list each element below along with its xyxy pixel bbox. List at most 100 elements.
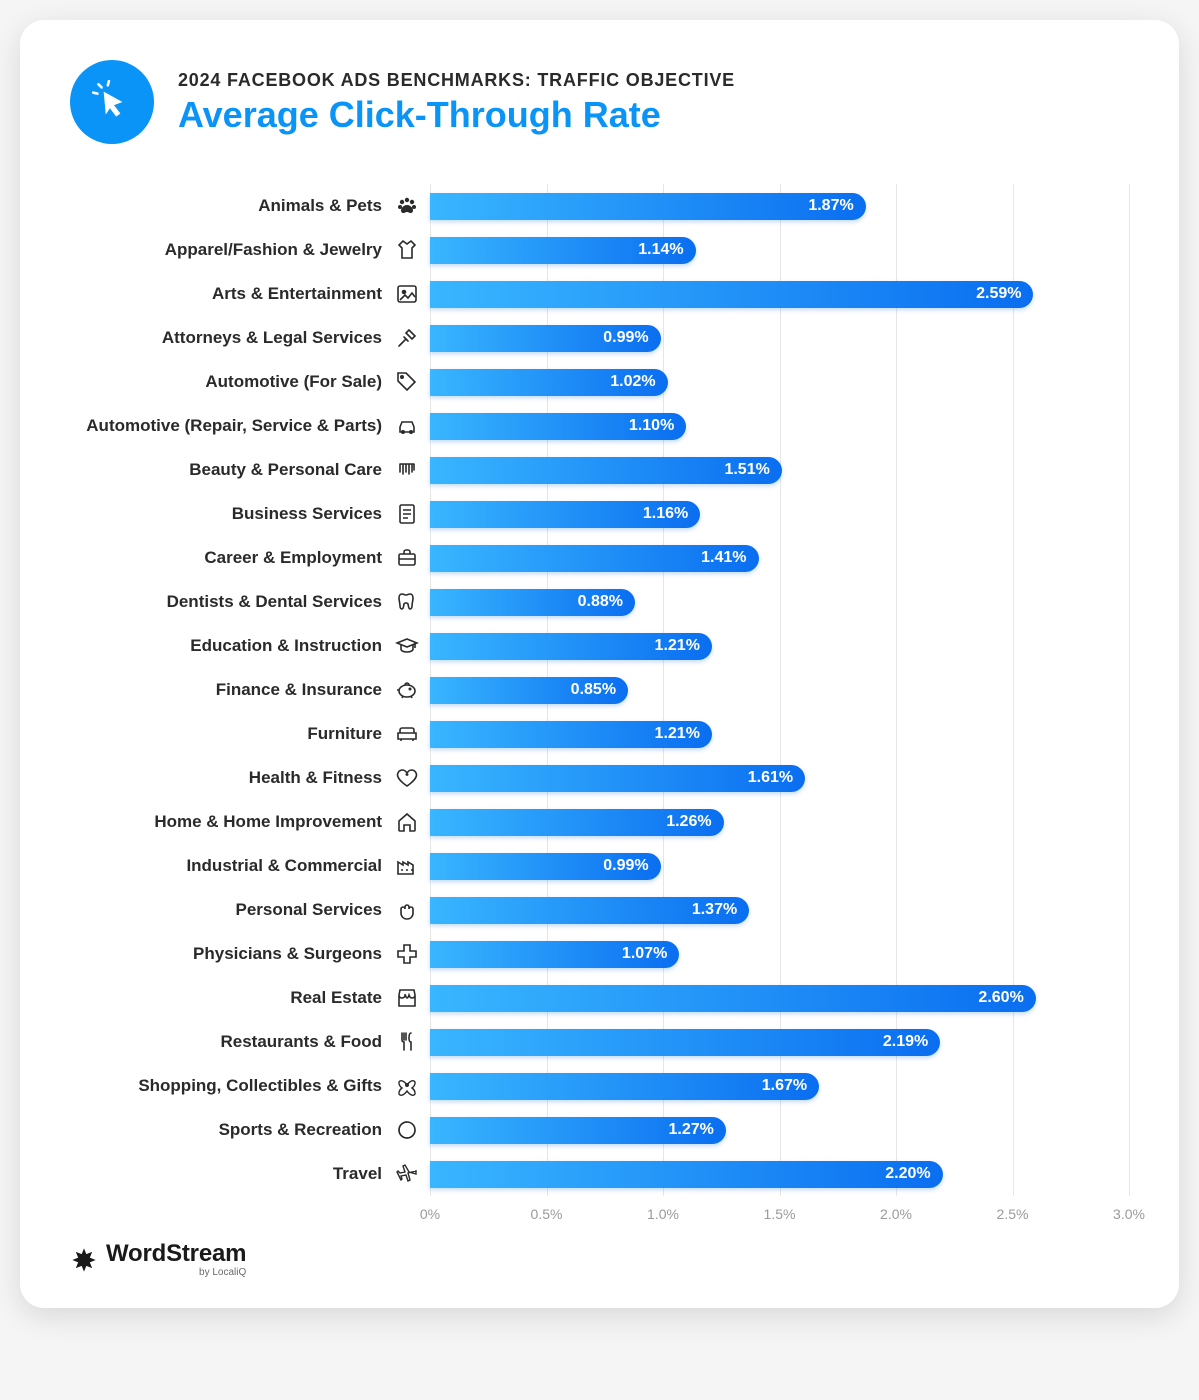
bar-track: 2.59% [430,272,1129,316]
chart: Animals & PetsApparel/Fashion & JewelryA… [70,184,1129,1196]
cursor-click-icon [70,60,154,144]
bar-value: 1.02% [610,373,655,391]
document-icon [394,501,420,527]
bar-track: 1.87% [430,184,1129,228]
category-label: Home & Home Improvement [154,812,382,832]
x-tick-label: 1.0% [647,1206,679,1222]
bar-value: 1.51% [724,461,769,479]
category-label: Automotive (Repair, Service & Parts) [86,416,382,436]
bar-track: 1.41% [430,536,1129,580]
bar-track: 1.37% [430,888,1129,932]
y-axis-labels: Animals & PetsApparel/Fashion & JewelryA… [70,184,430,1196]
bar-value: 1.26% [666,813,711,831]
category-label: Animals & Pets [258,196,382,216]
x-axis-ticks: 0%0.5%1.0%1.5%2.0%2.5%3.0% [430,1202,1129,1232]
category-label: Physicians & Surgeons [193,944,382,964]
bar: 1.37% [430,897,749,924]
bar-value: 1.87% [808,197,853,215]
bar-value: 1.10% [629,417,674,435]
heart-icon [394,765,420,791]
bow-icon [394,1073,420,1099]
tag-icon [394,369,420,395]
category-label: Restaurants & Food [220,1032,382,1052]
category-row: Animals & Pets [70,184,430,228]
category-row: Dentists & Dental Services [70,580,430,624]
brand-name: WordStream [106,1242,246,1266]
x-tick-label: 0% [420,1206,440,1222]
category-label: Health & Fitness [249,768,382,788]
title: Average Click-Through Rate [178,95,1129,135]
category-row: Travel [70,1152,430,1196]
bar-value: 1.16% [643,505,688,523]
category-label: Sports & Recreation [219,1120,382,1140]
bar-track: 0.99% [430,316,1129,360]
bar-track: 2.60% [430,976,1129,1020]
bar-value: 1.61% [748,769,793,787]
category-label: Furniture [307,724,382,744]
brand-byline: by LocaliQ [199,1268,246,1278]
bar-value: 2.59% [976,285,1021,303]
bar: 1.51% [430,457,782,484]
bar-track: 1.26% [430,800,1129,844]
bar-track: 1.10% [430,404,1129,448]
category-row: Furniture [70,712,430,756]
gridline [1129,184,1130,1196]
bar-track: 1.61% [430,756,1129,800]
bar-value: 2.60% [978,989,1023,1007]
category-label: Real Estate [290,988,382,1008]
store-icon [394,985,420,1011]
category-label: Industrial & Commercial [186,856,382,876]
category-row: Real Estate [70,976,430,1020]
bar-track: 2.20% [430,1152,1129,1196]
category-row: Business Services [70,492,430,536]
bar: 2.60% [430,985,1036,1012]
bar: 1.41% [430,545,759,572]
bar: 1.07% [430,941,679,968]
bar-value: 0.85% [571,681,616,699]
kicker: 2024 FACEBOOK ADS BENCHMARKS: TRAFFIC OB… [178,70,1129,91]
category-label: Automotive (For Sale) [205,372,382,392]
category-label: Finance & Insurance [216,680,382,700]
bars: 1.87% 1.14% 2.59% 0.99% 1.02% 1.10% 1.51% 1.16%… [430,184,1129,1196]
ball-icon [394,1117,420,1143]
category-row: Personal Services [70,888,430,932]
bar: 1.61% [430,765,805,792]
bar-track: 0.99% [430,844,1129,888]
category-row: Apparel/Fashion & Jewelry [70,228,430,272]
category-row: Arts & Entertainment [70,272,430,316]
category-row: Career & Employment [70,536,430,580]
bar-track: 0.85% [430,668,1129,712]
x-tick-label: 3.0% [1113,1206,1145,1222]
bar: 0.88% [430,589,635,616]
image-icon [394,281,420,307]
bar-value: 1.37% [692,901,737,919]
x-tick-label: 2.5% [997,1206,1029,1222]
utensils-icon [394,1029,420,1055]
car-icon [394,413,420,439]
bar: 1.87% [430,193,866,220]
plane-icon [394,1161,420,1187]
bar-track: 1.07% [430,932,1129,976]
bar-track: 2.19% [430,1020,1129,1064]
bar: 0.99% [430,325,661,352]
bar-track: 1.16% [430,492,1129,536]
category-row: Attorneys & Legal Services [70,316,430,360]
bar: 2.20% [430,1161,943,1188]
bar: 1.21% [430,633,712,660]
bar: 1.21% [430,721,712,748]
bar-track: 1.14% [430,228,1129,272]
factory-icon [394,853,420,879]
bar-value: 2.20% [885,1165,930,1183]
category-label: Personal Services [236,900,382,920]
bar-track: 1.02% [430,360,1129,404]
bar-value: 0.99% [603,857,648,875]
bar: 1.16% [430,501,700,528]
category-label: Business Services [232,504,382,524]
bar: 0.99% [430,853,661,880]
bar: 0.85% [430,677,628,704]
category-row: Home & Home Improvement [70,800,430,844]
category-label: Attorneys & Legal Services [162,328,382,348]
shirt-icon [394,237,420,263]
paw-icon [394,193,420,219]
category-label: Shopping, Collectibles & Gifts [138,1076,382,1096]
